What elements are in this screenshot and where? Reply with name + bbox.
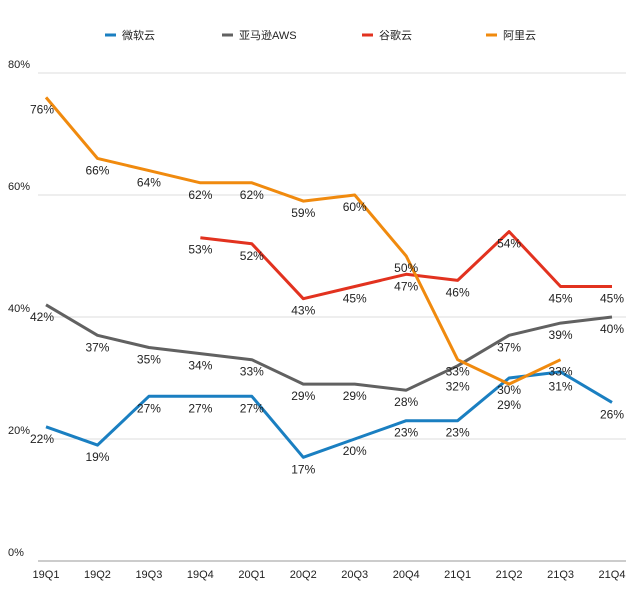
data-label: 33% — [549, 365, 573, 379]
data-label: 27% — [137, 401, 161, 415]
data-label: 26% — [600, 407, 624, 421]
series-line — [200, 230, 612, 301]
data-label: 45% — [600, 292, 624, 306]
data-label: 37% — [497, 340, 521, 354]
data-label: 20% — [343, 444, 367, 458]
data-label: 30% — [497, 383, 521, 397]
data-label: 35% — [137, 353, 161, 367]
x-tick-label: 20Q3 — [341, 569, 368, 581]
data-label: 28% — [394, 395, 418, 409]
y-tick-label: 40% — [8, 303, 30, 315]
legend-label: 微软云 — [122, 28, 155, 42]
data-label: 27% — [240, 401, 264, 415]
data-label: 32% — [446, 380, 470, 394]
data-label: 27% — [188, 401, 212, 415]
data-label: 54% — [497, 237, 521, 251]
x-tick-label: 21Q4 — [599, 569, 626, 581]
data-label: 23% — [394, 426, 418, 440]
x-tick-label: 19Q4 — [187, 569, 214, 581]
x-tick-label: 19Q3 — [135, 569, 162, 581]
series-line — [45, 303, 613, 392]
x-tick-label: 21Q3 — [547, 569, 574, 581]
data-label: 45% — [549, 292, 573, 306]
data-label: 22% — [30, 432, 54, 446]
x-tick-label: 19Q1 — [33, 569, 60, 581]
data-label: 62% — [240, 188, 264, 202]
y-tick-label: 20% — [8, 425, 30, 437]
legend-label: 阿里云 — [503, 29, 536, 42]
data-label: 46% — [446, 285, 470, 299]
data-label: 40% — [600, 322, 624, 336]
data-label: 76% — [30, 102, 54, 116]
data-label: 53% — [188, 243, 212, 257]
y-tick-label: 80% — [8, 59, 30, 71]
y-tick-label: 60% — [8, 181, 30, 193]
data-label: 66% — [85, 163, 109, 177]
data-label: 34% — [188, 359, 212, 373]
x-tick-label: 20Q2 — [290, 569, 317, 581]
data-label: 52% — [240, 249, 264, 263]
data-label: 33% — [240, 365, 264, 379]
data-label: 64% — [137, 176, 161, 190]
data-label: 43% — [291, 304, 315, 318]
x-tick-label: 21Q1 — [444, 569, 471, 581]
data-label: 29% — [343, 389, 367, 403]
y-tick-label: 0% — [8, 547, 24, 559]
data-label: 33% — [446, 365, 470, 379]
legend-label: 亚马逊AWS — [239, 29, 297, 42]
series-line — [45, 370, 613, 459]
x-tick-label: 19Q2 — [84, 569, 111, 581]
data-label: 39% — [549, 328, 573, 342]
data-label: 23% — [446, 426, 470, 440]
series-line — [44, 96, 562, 386]
data-label: 17% — [291, 462, 315, 476]
data-label: 59% — [291, 206, 315, 220]
x-tick-label: 20Q1 — [238, 569, 265, 581]
data-label: 42% — [30, 310, 54, 324]
data-label: 31% — [549, 380, 573, 394]
x-tick-label: 20Q4 — [393, 569, 420, 581]
data-label: 47% — [394, 279, 418, 293]
x-tick-label: 21Q2 — [496, 569, 523, 581]
data-label: 19% — [85, 450, 109, 464]
data-label: 29% — [291, 389, 315, 403]
data-label: 60% — [343, 200, 367, 214]
data-label: 50% — [394, 261, 418, 275]
data-label: 45% — [343, 292, 367, 306]
data-label: 37% — [85, 340, 109, 354]
data-label: 29% — [497, 398, 521, 412]
legend-label: 谷歌云 — [379, 28, 412, 42]
data-label: 62% — [188, 188, 212, 202]
